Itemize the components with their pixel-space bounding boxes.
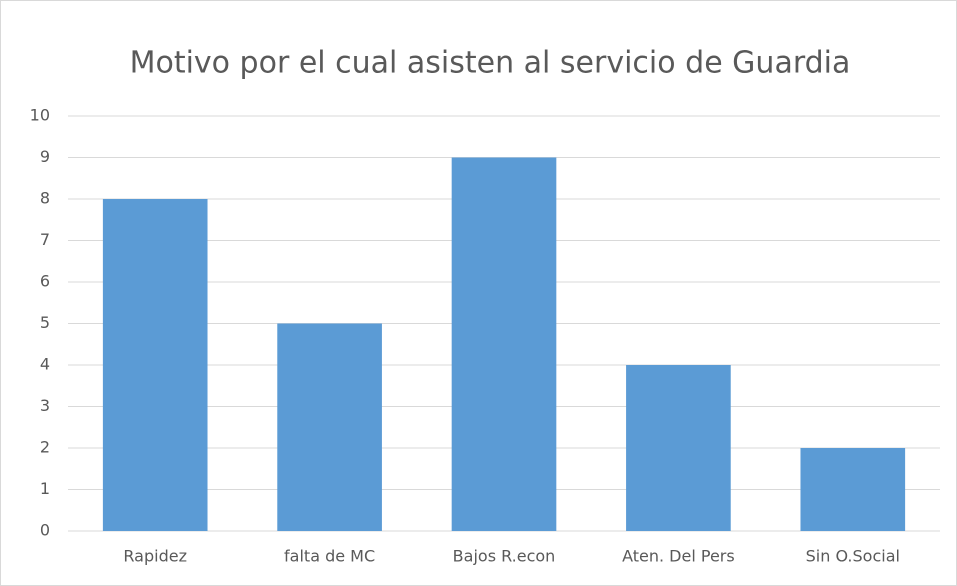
y-tick-label: 8 — [40, 189, 50, 208]
y-tick-label: 5 — [40, 313, 50, 332]
bar — [277, 323, 382, 531]
y-tick-label: 1 — [40, 479, 50, 498]
y-tick-label: 2 — [40, 438, 50, 457]
x-tick-label: falta de MC — [284, 547, 375, 566]
bar — [800, 448, 906, 531]
bar — [626, 365, 731, 531]
x-tick-label: Rapidez — [123, 547, 187, 566]
y-tick-label: 9 — [40, 147, 50, 166]
x-tick-label: Bajos R.econ — [453, 547, 556, 566]
x-tick-label: Aten. Del Pers — [622, 547, 735, 566]
y-tick-label: 4 — [40, 355, 50, 374]
chart-title: Motivo por el cual asisten al servicio d… — [130, 46, 851, 81]
y-tick-label: 0 — [40, 521, 50, 540]
bar — [451, 157, 557, 531]
x-tick-label: Sin O.Social — [806, 547, 900, 566]
y-tick-label: 6 — [40, 272, 50, 291]
y-tick-label: 10 — [30, 106, 50, 125]
y-tick-label: 7 — [40, 230, 50, 249]
bar — [102, 199, 208, 531]
y-tick-label: 3 — [40, 396, 50, 415]
